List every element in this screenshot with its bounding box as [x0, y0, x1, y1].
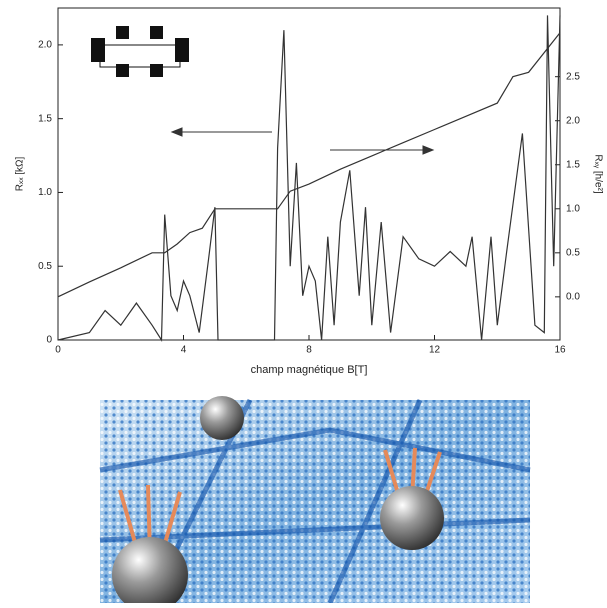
- x-axis-label: champ magnétique B[T]: [251, 364, 368, 376]
- illustration: [99, 396, 531, 608]
- y-tick-label: 2.0: [38, 40, 52, 51]
- x-tick-label: 16: [554, 345, 566, 356]
- x-tick-label: 0: [55, 345, 61, 356]
- y2-tick-label: 0.0: [566, 291, 580, 302]
- y2-tick-label: 1.5: [566, 159, 580, 170]
- y-tick-label: 0: [46, 335, 52, 346]
- y2-tick-label: 2.0: [566, 115, 580, 126]
- data-line: [57, 32, 561, 298]
- y2-tick-label: 1.0: [566, 203, 580, 214]
- data-line: [57, 15, 561, 342]
- y2-tick-label: 0.5: [566, 247, 580, 258]
- x-tick-label: 8: [306, 345, 312, 356]
- direction-arrows: [170, 127, 435, 155]
- y-tick-label: 1.5: [38, 113, 52, 124]
- y-tick-label: 0.5: [38, 261, 52, 272]
- plot-frame: [57, 7, 561, 341]
- y2-axis-label: Rₓᵧ [h/e²]: [592, 154, 603, 194]
- y2-tick-label: 2.5: [566, 71, 580, 82]
- y-axis-label: Rₓₓ [kΩ]: [15, 156, 26, 191]
- x-tick-label: 12: [429, 345, 441, 356]
- x-tick-label: 4: [181, 345, 187, 356]
- y-tick-label: 1.0: [38, 187, 52, 198]
- inset-schematic: [91, 26, 189, 77]
